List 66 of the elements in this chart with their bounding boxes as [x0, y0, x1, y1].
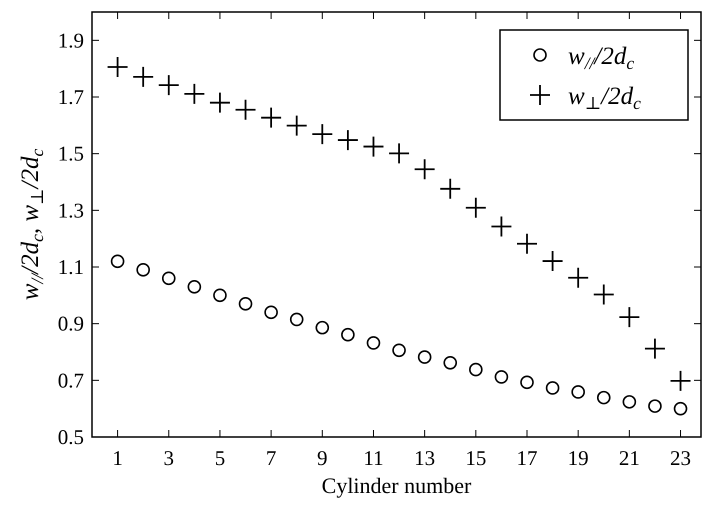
point [110, 254, 124, 268]
point [674, 402, 688, 416]
point [363, 136, 384, 157]
point [596, 390, 611, 404]
y-tick-label: 1.9 [58, 28, 84, 52]
point [286, 116, 307, 136]
x-tick-label: 17 [516, 446, 538, 470]
point [108, 56, 128, 77]
x-tick-label: 19 [568, 446, 589, 470]
point [133, 66, 154, 87]
x-tick-label: 13 [414, 446, 436, 470]
point [389, 143, 410, 164]
x-tick-label: 15 [465, 446, 486, 470]
point [571, 385, 585, 399]
x-tick-label: 9 [317, 446, 328, 470]
point [236, 100, 256, 120]
point [238, 297, 252, 311]
point [312, 124, 332, 144]
y-tick-label: 1.7 [58, 85, 84, 109]
point [341, 328, 355, 342]
point [210, 92, 230, 113]
x-tick-label: 1 [112, 446, 123, 470]
point [338, 130, 358, 150]
point [136, 263, 150, 277]
x-tick-label: 7 [266, 446, 276, 470]
point [469, 362, 483, 376]
point [414, 159, 435, 180]
x-tick-label: 23 [670, 446, 692, 470]
point [184, 84, 204, 104]
y-tick-label: 0.9 [58, 312, 84, 336]
y-tick-label: 0.5 [58, 425, 84, 449]
legend-label: w$_{⊥}$/2d$_{c}$ [568, 83, 642, 114]
point [622, 395, 636, 409]
point [392, 344, 406, 358]
point [290, 312, 304, 326]
point [158, 75, 179, 96]
point [213, 288, 227, 302]
x-axis-title: Cylinder number [322, 473, 472, 498]
point [517, 234, 537, 254]
point [264, 306, 278, 320]
legend-label: w$_{//}$/2d$_{c}$ [568, 43, 634, 74]
point [162, 272, 176, 286]
point [443, 356, 458, 370]
y-tick-label: 1.1 [58, 255, 84, 279]
point [546, 381, 560, 395]
x-tick-label: 11 [363, 446, 384, 470]
point [418, 350, 432, 364]
point [366, 336, 380, 350]
point [520, 376, 534, 390]
point [491, 216, 512, 236]
x-tick-label: 5 [214, 446, 226, 470]
y-tick-label: 1.3 [58, 198, 84, 222]
point [542, 251, 563, 272]
point [188, 280, 202, 294]
y-tick-label: 0.7 [58, 368, 84, 392]
x-tick-label: 3 [164, 446, 174, 470]
point [619, 307, 640, 328]
point [594, 284, 614, 304]
point [494, 370, 508, 384]
point [644, 338, 665, 359]
y-tick-label: 1.5 [58, 142, 84, 166]
x-tick-label: 21 [618, 446, 640, 470]
point [315, 320, 330, 334]
point [670, 370, 691, 391]
point [261, 108, 282, 128]
point [648, 399, 662, 413]
